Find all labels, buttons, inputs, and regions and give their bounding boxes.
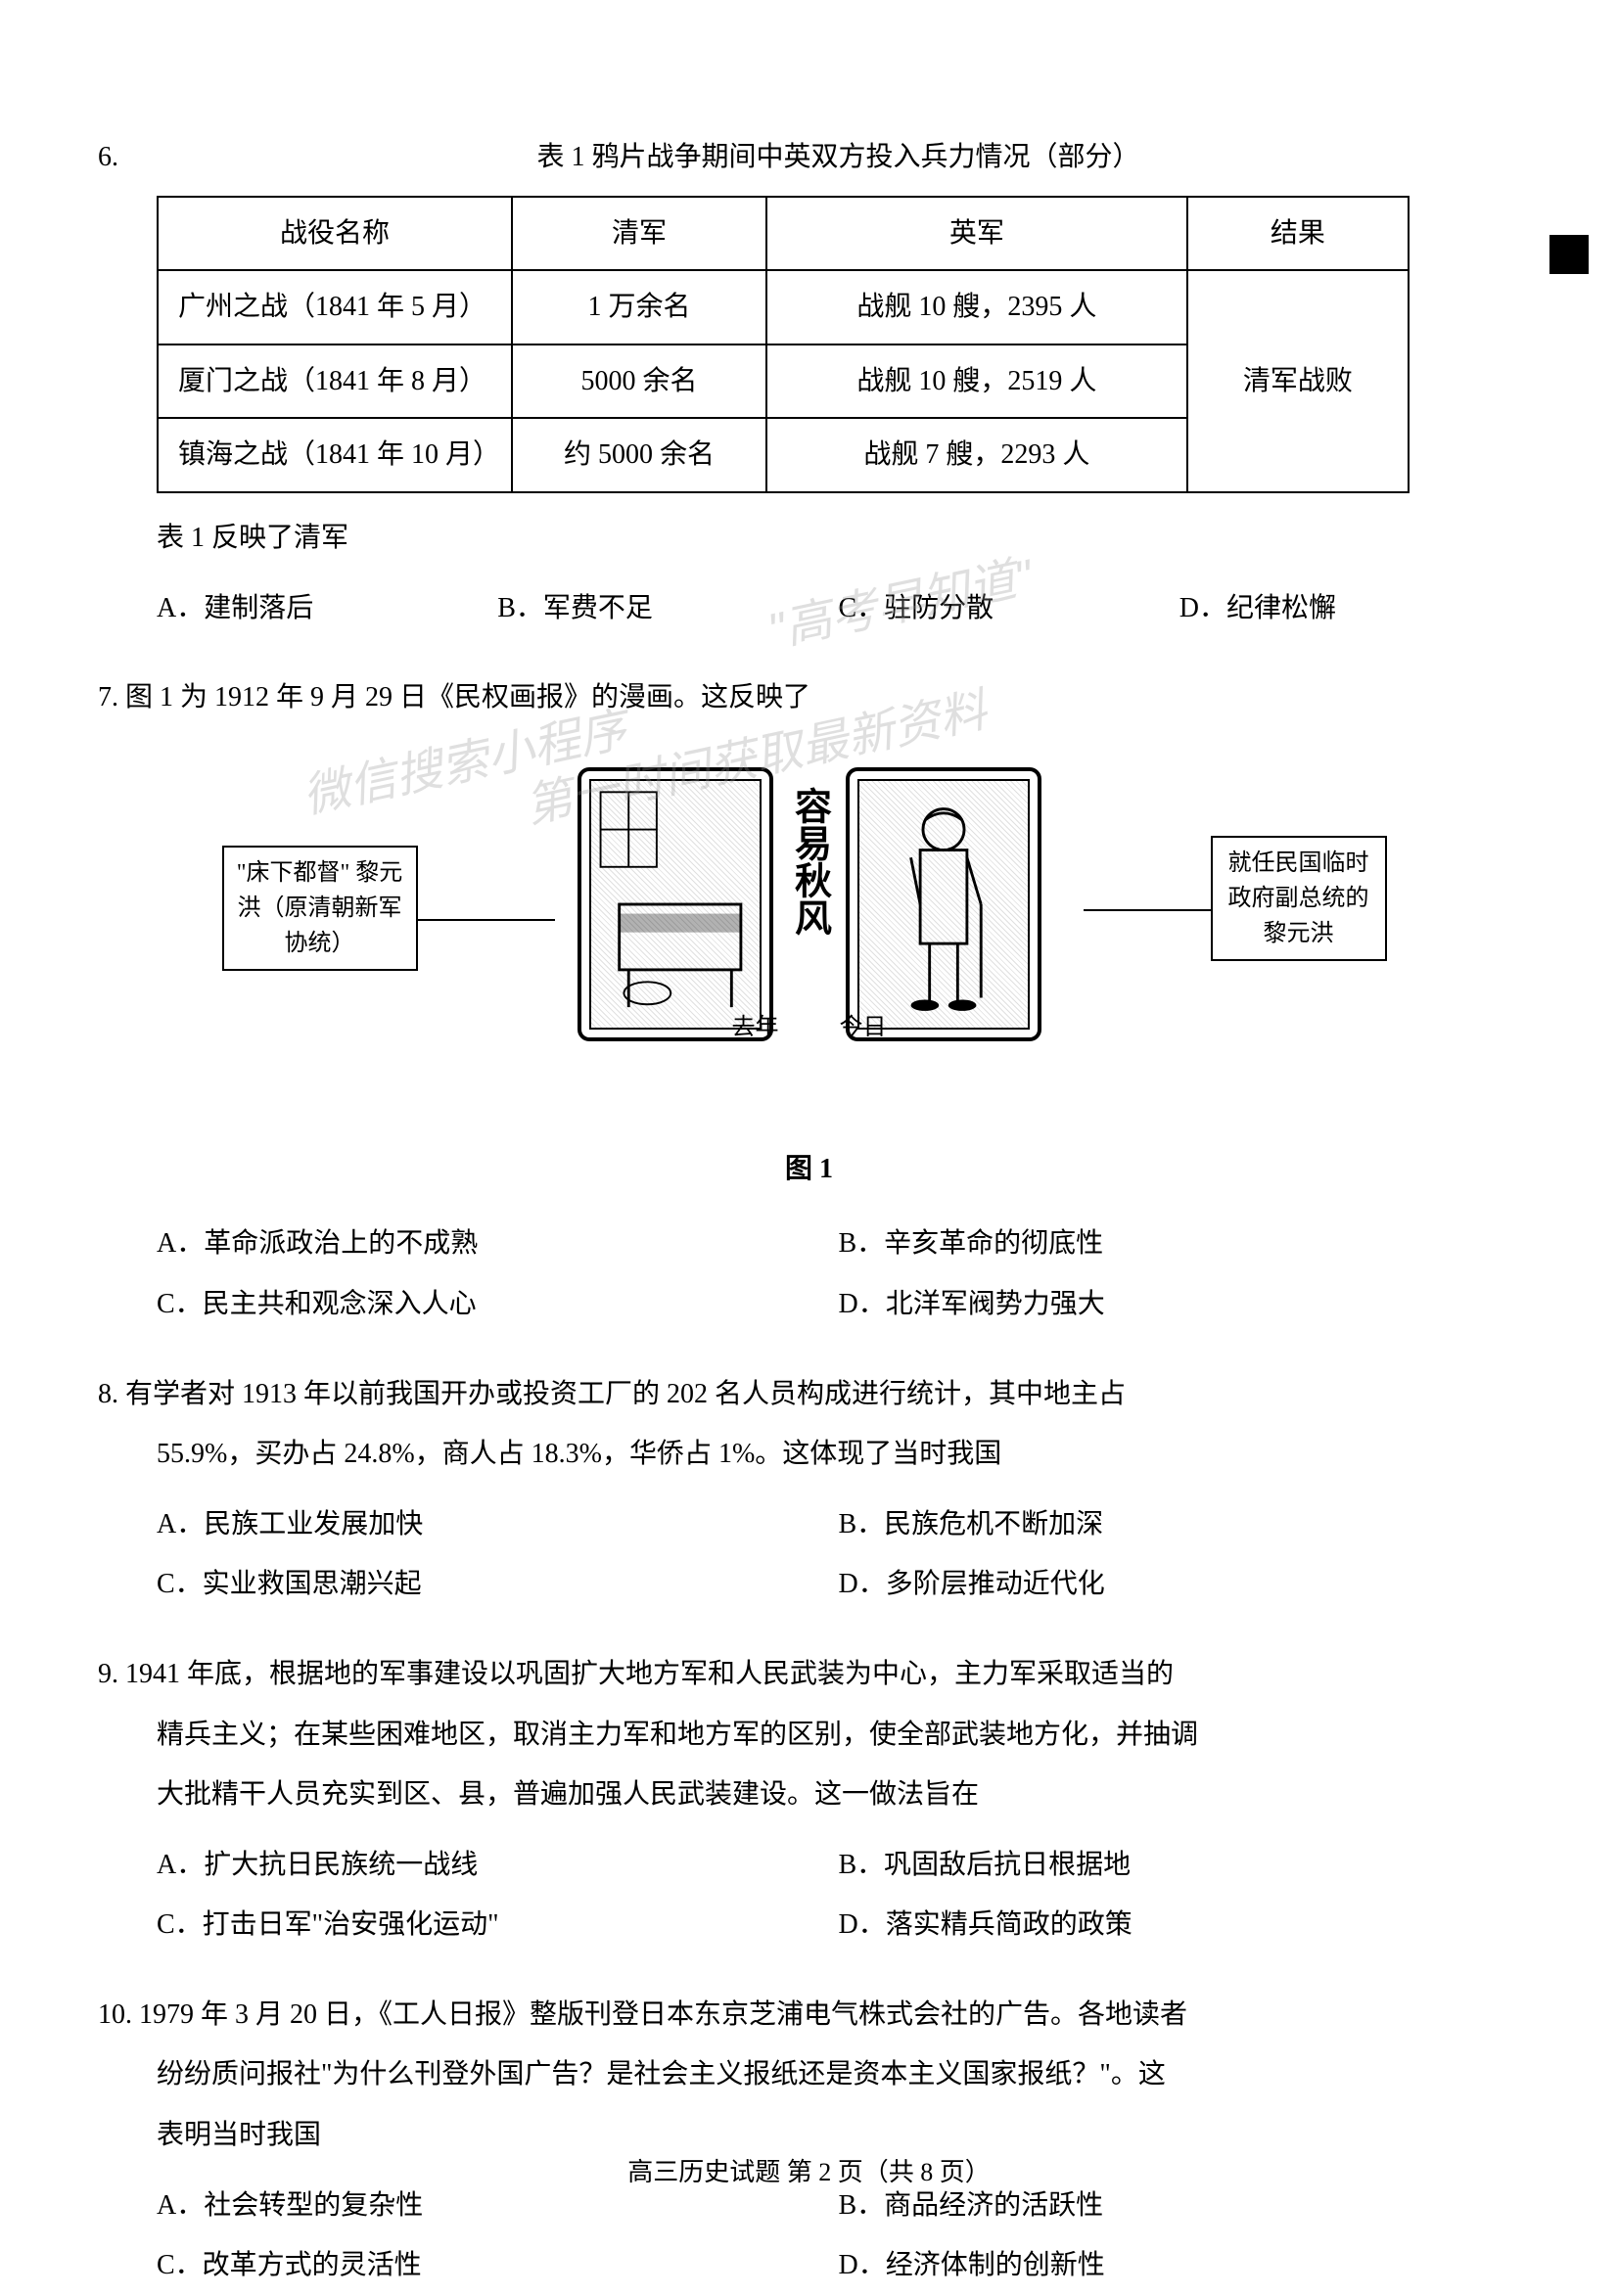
q6-table: 战役名称 清军 英军 结果 广州之战（1841 年 5 月） 1 万余名 战舰 … bbox=[157, 196, 1410, 493]
q9-line3: 大批精干人员充实到区、县，普遍加强人民武装建设。这一做法旨在 bbox=[98, 1765, 1520, 1825]
annotation-right: 就任民国临时政府副总统的黎元洪 bbox=[1211, 836, 1387, 961]
option-a: A．民族工业发展加快 bbox=[157, 1494, 839, 1555]
option-c: C．驻防分散 bbox=[839, 578, 1179, 639]
cartoon-official-scene bbox=[857, 779, 1030, 1030]
q9-stem-part1: 1941 年底，根据地的军事建设以巩固扩大地方军和人民武装为中心，主力军采取适当… bbox=[125, 1659, 1174, 1689]
table-header-row: 战役名称 清军 英军 结果 bbox=[158, 197, 1409, 271]
option-d: D．落实精兵简政的政策 bbox=[839, 1895, 1521, 1955]
official-drawing-icon bbox=[859, 781, 1028, 1028]
q6-options: A．建制落后 B．军费不足 C．驻防分散 D．纪律松懈 bbox=[98, 578, 1520, 639]
arrow-right bbox=[1084, 909, 1211, 911]
q8-options: A．民族工业发展加快 B．民族危机不断加深 C．实业救国思潮兴起 D．多阶层推动… bbox=[98, 1494, 1520, 1615]
arrow-left bbox=[418, 919, 555, 921]
option-c: C．改革方式的灵活性 bbox=[157, 2235, 839, 2296]
cartoon-right-frame: 今日 bbox=[846, 767, 1041, 1041]
table-row: 广州之战（1841 年 5 月） 1 万余名 战舰 10 艘，2395 人 清军… bbox=[158, 270, 1409, 344]
annotation-left: "床下都督" 黎元洪（原清朝新军协统） bbox=[222, 846, 418, 971]
question-10: 10. 1979 年 3 月 20 日，《工人日报》整版刊登日本东京芝浦电气株式… bbox=[98, 1985, 1520, 2296]
table-header: 清军 bbox=[512, 197, 766, 271]
question-6: 6. 表 1 鸦片战争期间中英双方投入兵力情况（部分） 战役名称 清军 英军 结… bbox=[98, 127, 1520, 638]
option-a: A．革命派政治上的不成熟 bbox=[157, 1214, 839, 1274]
q6-table-title: 表 1 鸦片战争期间中英双方投入兵力情况（部分） bbox=[157, 127, 1520, 188]
option-c: C．打击日军"治安强化运动" bbox=[157, 1895, 839, 1955]
q6-number: 6. bbox=[98, 127, 157, 196]
table-cell: 5000 余名 bbox=[512, 344, 766, 419]
q10-options: A．社会转型的复杂性 B．商品经济的活跃性 C．改革方式的灵活性 D．经济体制的… bbox=[98, 2176, 1520, 2296]
bed-drawing-icon bbox=[591, 781, 760, 1028]
question-9: 9. 1941 年底，根据地的军事建设以巩固扩大地方军和人民武装为中心，主力军采… bbox=[98, 1644, 1520, 1955]
q7-stem: 图 1 为 1912 年 9 月 29 日《民权画报》的漫画。这反映了 bbox=[125, 682, 810, 712]
table-header: 结果 bbox=[1187, 197, 1409, 271]
left-frame-label: 去年 bbox=[732, 1014, 779, 1042]
table-header: 战役名称 bbox=[158, 197, 512, 271]
q10-line1: 10. 1979 年 3 月 20 日，《工人日报》整版刊登日本东京芝浦电气株式… bbox=[98, 1985, 1520, 2045]
option-b: B．军费不足 bbox=[497, 578, 838, 639]
option-c: C．民主共和观念深入人心 bbox=[157, 1274, 839, 1335]
question-8: 8. 有学者对 1913 年以前我国开办或投资工厂的 202 名人员构成进行统计… bbox=[98, 1364, 1520, 1615]
q7-figure: "床下都督" 黎元洪（原清朝新军协统） 去年 bbox=[369, 748, 1250, 1120]
q7-stem-row: 7. 图 1 为 1912 年 9 月 29 日《民权画报》的漫画。这反映了 bbox=[98, 667, 1520, 728]
option-b: B．民族危机不断加深 bbox=[839, 1494, 1521, 1555]
page-marker bbox=[1549, 235, 1589, 274]
table-cell: 战舰 10 艘，2519 人 bbox=[766, 344, 1187, 419]
q6-stem: 表 1 反映了清军 bbox=[98, 508, 1520, 569]
table-cell: 广州之战（1841 年 5 月） bbox=[158, 270, 512, 344]
q8-stem-part1: 有学者对 1913 年以前我国开办或投资工厂的 202 名人员构成进行统计，其中… bbox=[125, 1379, 1126, 1409]
q7-figure-label: 图 1 bbox=[98, 1139, 1520, 1200]
table-cell: 约 5000 余名 bbox=[512, 418, 766, 492]
q8-line1: 8. 有学者对 1913 年以前我国开办或投资工厂的 202 名人员构成进行统计… bbox=[98, 1364, 1520, 1425]
option-d: D．北洋军阀势力强大 bbox=[839, 1274, 1521, 1335]
table-header: 英军 bbox=[766, 197, 1187, 271]
q9-line1: 9. 1941 年底，根据地的军事建设以巩固扩大地方军和人民武装为中心，主力军采… bbox=[98, 1644, 1520, 1705]
table-cell: 战舰 7 艘，2293 人 bbox=[766, 418, 1187, 492]
cartoon-bed-scene bbox=[589, 779, 762, 1030]
q7-number: 7. bbox=[98, 682, 118, 712]
table-cell: 清军战败 bbox=[1187, 270, 1409, 492]
option-a: A．扩大抗日民族统一战线 bbox=[157, 1835, 839, 1896]
q10-line2: 纷纷质问报社"为什么刊登外国广告？是社会主义报纸还是资本主义国家报纸？"。这 bbox=[98, 2044, 1520, 2105]
option-a: A．建制落后 bbox=[157, 578, 497, 639]
q8-number: 8. bbox=[98, 1379, 118, 1409]
q10-stem-part1: 1979 年 3 月 20 日，《工人日报》整版刊登日本东京芝浦电气株式会社的广… bbox=[139, 1999, 1187, 2030]
table-cell: 厦门之战（1841 年 8 月） bbox=[158, 344, 512, 419]
cartoon-left-frame: 去年 bbox=[578, 767, 773, 1041]
q10-number: 10. bbox=[98, 1999, 132, 2030]
q6-title-row: 6. 表 1 鸦片战争期间中英双方投入兵力情况（部分） bbox=[98, 127, 1520, 196]
q9-number: 9. bbox=[98, 1659, 118, 1689]
right-frame-label: 今日 bbox=[840, 1014, 887, 1042]
vertical-text: 容易秋风 bbox=[790, 787, 829, 936]
option-d: D．经济体制的创新性 bbox=[839, 2235, 1521, 2296]
page-footer: 高三历史试题 第 2 页（共 8 页） bbox=[0, 2152, 1618, 2188]
option-c: C．实业救国思潮兴起 bbox=[157, 1554, 839, 1615]
option-b: B．巩固敌后抗日根据地 bbox=[839, 1835, 1521, 1896]
option-d: D．多阶层推动近代化 bbox=[839, 1554, 1521, 1615]
table-cell: 1 万余名 bbox=[512, 270, 766, 344]
q9-line2: 精兵主义；在某些困难地区，取消主力军和地方军的区别，使全部武装地方化，并抽调 bbox=[98, 1705, 1520, 1766]
table-cell: 战舰 10 艘，2395 人 bbox=[766, 270, 1187, 344]
question-7: 7. 图 1 为 1912 年 9 月 29 日《民权画报》的漫画。这反映了 "… bbox=[98, 667, 1520, 1334]
table-cell: 镇海之战（1841 年 10 月） bbox=[158, 418, 512, 492]
q9-options: A．扩大抗日民族统一战线 B．巩固敌后抗日根据地 C．打击日军"治安强化运动" … bbox=[98, 1835, 1520, 1955]
option-d: D．纪律松懈 bbox=[1179, 578, 1520, 639]
q7-options: A．革命派政治上的不成熟 B．辛亥革命的彻底性 C．民主共和观念深入人心 D．北… bbox=[98, 1214, 1520, 1334]
option-b: B．辛亥革命的彻底性 bbox=[839, 1214, 1521, 1274]
q8-line2: 55.9%，买办占 24.8%，商人占 18.3%，华侨占 1%。这体现了当时我… bbox=[98, 1424, 1520, 1485]
